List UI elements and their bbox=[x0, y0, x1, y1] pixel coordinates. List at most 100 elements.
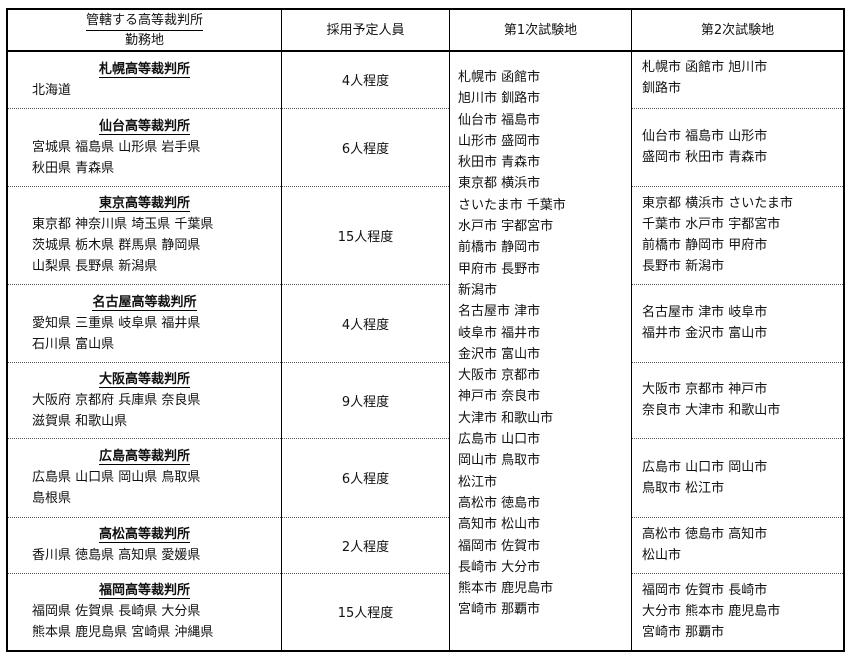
first-exam-site-line: 神戸市 奈良市 bbox=[458, 389, 541, 405]
second-exam-site-line: 前橋市 静岡市 甲府市 bbox=[642, 238, 768, 253]
second-exam-sites-cell: 東京都 横浜市 さいたま市 千葉市 水戸市 宇都宮市 前橋市 静岡市 甲府市 長野市 … bbox=[631, 186, 844, 285]
first-exam-site-line: 岡山市 鳥取市 bbox=[458, 453, 541, 469]
first-exam-site-line: さいたま市 千葉市 bbox=[458, 197, 566, 213]
prefecture-line: 広島県 山口県 岡山県 鳥取県 bbox=[32, 470, 201, 485]
second-exam-sites-cell: 福岡市 佐賀市 長崎市 大分市 熊本市 鹿児島市 宮崎市 那覇市 bbox=[632, 573, 845, 651]
first-exam-site-line: 大阪市 京都市 bbox=[458, 368, 541, 384]
court-cell: 高松高等裁判所香川県 徳島県 高知県 愛媛県 bbox=[7, 517, 282, 574]
court-row: 名古屋高等裁判所 愛知県 三重県 岐阜県 福井県 石川県 富山県 4人程度 名古屋市 津… bbox=[7, 284, 844, 363]
court-row: 広島高等裁判所 広島県 山口県 岡山県 鳥取県 島根県 6人程度 広島市 山口市 岡山市… bbox=[7, 438, 844, 518]
prefecture-line: 山梨県 長野県 新潟県 bbox=[32, 259, 158, 274]
court-name: 広島高等裁判所 bbox=[98, 449, 190, 465]
second-exam-site-line: 福井市 金沢市 富山市 bbox=[642, 326, 768, 341]
second-exam-site-line: 奈良市 大津市 和歌山市 bbox=[642, 403, 781, 418]
court-name: 福岡高等裁判所 bbox=[98, 583, 190, 600]
prefecture-line: 愛知県 三重県 岐阜県 福井県 bbox=[32, 315, 201, 331]
work-locations: 宮城県 福島県 山形県 岩手県 秋田県 青森県 bbox=[8, 137, 281, 179]
second-exam-site-line: 松山市 bbox=[642, 548, 682, 563]
recruitment-table: 管轄する高等裁判所 勤務地 採用予定人員 第1次試験地 第2次試験地 札幌高等裁… bbox=[6, 8, 845, 652]
recruit-count: 6人程度 bbox=[281, 438, 450, 518]
second-exam-site-line: 大分市 熊本市 鹿児島市 bbox=[642, 604, 781, 620]
recruit-count: 6人程度 bbox=[281, 108, 450, 187]
header-row: 管轄する高等裁判所 勤務地 採用予定人員 第1次試験地 第2次試験地 bbox=[7, 9, 844, 52]
court-name: 高松高等裁判所 bbox=[98, 527, 190, 543]
first-exam-site-line: 東京都 横浜市 bbox=[458, 176, 541, 192]
prefecture-line: 熊本県 鹿児島県 宮崎県 沖縄県 bbox=[32, 625, 214, 641]
prefecture-line: 滋賀県 和歌山県 bbox=[32, 413, 128, 429]
first-exam-site-line: 長崎市 大分市 bbox=[458, 559, 541, 575]
second-exam-site-line: 長野市 新潟市 bbox=[642, 259, 725, 274]
work-locations: 香川県 徳島県 高知県 愛媛県 bbox=[8, 545, 281, 566]
prefecture-line: 香川県 徳島県 高知県 愛媛県 bbox=[32, 548, 201, 563]
recruit-count: 15人程度 bbox=[281, 186, 450, 285]
court-cell: 広島高等裁判所広島県 山口県 岡山県 鳥取県 島根県 bbox=[7, 438, 282, 518]
first-exam-site-line: 札幌市 函館市 bbox=[458, 70, 541, 85]
court-name: 札幌高等裁判所 bbox=[98, 61, 190, 78]
court-cell: 仙台高等裁判所 宮城県 福島県 山形県 岩手県 秋田県 青森県 bbox=[7, 108, 282, 187]
first-exam-site-line: 名古屋市 津市 bbox=[458, 304, 541, 320]
second-exam-site-line: 高松市 徳島市 高知市 bbox=[642, 527, 768, 542]
prefecture-line: 秋田県 青森県 bbox=[32, 160, 115, 176]
first-exam-site-line: 高知市 松山市 bbox=[458, 517, 541, 533]
second-exam-sites-cell: 仙台市 福島市 山形市 盛岡市 秋田市 青森市 bbox=[631, 108, 844, 187]
prefecture-line: 石川県 富山県 bbox=[32, 336, 115, 352]
first-exam-site-line: 秋田市 青森市 bbox=[458, 155, 541, 171]
court-row: 東京高等裁判所 東京都 神奈川県 埼玉県 千葉県 茨城県 栃木県 群馬県 静岡県 山梨… bbox=[7, 186, 844, 285]
second-exam-site-line: 鳥取市 松江市 bbox=[642, 480, 725, 496]
first-exam-site-line: 新潟市 bbox=[458, 282, 498, 298]
first-exam-site-line: 旭川市 釧路市 bbox=[458, 91, 541, 107]
prefecture-line: 茨城県 栃木県 群馬県 静岡県 bbox=[32, 238, 201, 253]
court-cell: 名古屋高等裁判所愛知県 三重県 岐阜県 福井県 石川県 富山県 bbox=[7, 284, 282, 363]
work-locations: 大阪府 京都府 兵庫県 奈良県 滋賀県 和歌山県 bbox=[8, 390, 281, 432]
second-exam-site-line: 名古屋市 津市 岐阜市 bbox=[642, 305, 768, 320]
court-cell: 東京高等裁判所 東京都 神奈川県 埼玉県 千葉県 茨城県 栃木県 群馬県 静岡県 山梨… bbox=[7, 186, 282, 285]
work-locations: 愛知県 三重県 岐阜県 福井県 石川県 富山県 bbox=[8, 313, 281, 355]
prefecture-line: 島根県 bbox=[32, 491, 72, 506]
second-exam-sites-cell: 札幌市 函館市 旭川市 釧路市 bbox=[631, 51, 844, 109]
work-locations: 北海道 bbox=[8, 80, 281, 101]
second-exam-site-line: 福岡市 佐賀市 長崎市 bbox=[642, 583, 768, 599]
work-locations: 福岡県 佐賀県 長崎県 大分県 熊本県 鹿児島県 宮崎県 沖縄県 bbox=[8, 601, 281, 643]
court-cell: 札幌高等裁判所北海道 bbox=[7, 51, 282, 109]
court-cell: 大阪高等裁判所大阪府 京都府 兵庫県 奈良県 滋賀県 和歌山県 bbox=[7, 362, 282, 439]
court-row: 大阪高等裁判所 大阪府 京都府 兵庫県 奈良県 滋賀県 和歌山県 9人程度 大阪市 京都… bbox=[7, 362, 844, 439]
first-exam-site-line: 水戸市 宇都宮市 bbox=[458, 219, 554, 235]
header-court: 管轄する高等裁判所 勤務地 bbox=[7, 9, 282, 52]
first-exam-site-line: 高松市 徳島市 bbox=[458, 495, 541, 511]
first-exam-site-line: 山形市 盛岡市 bbox=[458, 133, 541, 149]
prefecture-line: 福岡県 佐賀県 長崎県 大分県 bbox=[32, 604, 201, 620]
second-exam-sites-cell: 高松市 徳島市 高知市 松山市 bbox=[631, 517, 844, 574]
first-exam-site-line: 金沢市 富山市 bbox=[458, 346, 541, 362]
court-cell: 福岡高等裁判所 福岡県 佐賀県 長崎県 大分県 熊本県 鹿児島県 宮崎県 沖縄県 bbox=[7, 573, 282, 651]
court-name: 名古屋高等裁判所 bbox=[92, 294, 197, 311]
court-row: 札幌高等裁判所 北海道 4人程度 札幌市 函館市 旭川市 釧路市 仙台市 福島市 山形市 盛… bbox=[7, 51, 844, 651]
recruit-count: 15人程度 bbox=[281, 573, 450, 651]
header-first-exam: 第1次試験地 bbox=[449, 9, 632, 52]
work-locations: 広島県 山口県 岡山県 鳥取県 島根県 bbox=[8, 467, 281, 509]
second-exam-site-line: 宮崎市 那覇市 bbox=[642, 625, 725, 641]
prefecture-line: 北海道 bbox=[32, 82, 72, 98]
second-exam-site-line: 盛岡市 秋田市 青森市 bbox=[642, 150, 768, 165]
prefecture-line: 大阪府 京都府 兵庫県 奈良県 bbox=[32, 392, 201, 408]
first-exam-site-line: 広島市 山口市 bbox=[458, 432, 541, 448]
first-exam-sites-cell: 札幌市 函館市 旭川市 釧路市 仙台市 福島市 山形市 盛岡市 秋田市 青森市 東京都 横… bbox=[449, 51, 632, 651]
first-exam-site-line: 熊本市 鹿児島市 bbox=[458, 581, 554, 597]
recruit-count: 4人程度 bbox=[281, 51, 450, 109]
prefecture-line: 宮城県 福島県 山形県 岩手県 bbox=[32, 139, 201, 155]
first-exam-site-line: 福岡市 佐賀市 bbox=[458, 538, 541, 554]
court-row: 仙台高等裁判所 宮城県 福島県 山形県 岩手県 秋田県 青森県 6人程度 仙台市 福島市… bbox=[7, 108, 844, 187]
second-exam-site-line: 東京都 横浜市 さいたま市 bbox=[642, 196, 793, 211]
work-locations: 東京都 神奈川県 埼玉県 千葉県 茨城県 栃木県 群馬県 静岡県 山梨県 長野県 新… bbox=[8, 214, 281, 277]
first-exam-site-line: 大津市 和歌山市 bbox=[458, 410, 554, 426]
first-exam-site-line: 宮崎市 那覇市 bbox=[458, 602, 541, 618]
recruit-count: 2人程度 bbox=[281, 517, 450, 574]
prefecture-line: 東京都 神奈川県 埼玉県 千葉県 bbox=[32, 217, 214, 232]
second-exam-site-line: 大阪市 京都市 神戸市 bbox=[642, 382, 768, 397]
first-exam-site-line: 仙台市 福島市 bbox=[458, 112, 541, 128]
recruit-count: 9人程度 bbox=[281, 362, 450, 439]
second-exam-site-line: 千葉市 水戸市 宇都宮市 bbox=[642, 217, 781, 232]
first-exam-site-line: 松江市 bbox=[458, 474, 498, 490]
header-count: 採用予定人員 bbox=[281, 9, 450, 52]
second-exam-sites-cell: 名古屋市 津市 岐阜市 福井市 金沢市 富山市 bbox=[631, 284, 844, 363]
court-name: 大阪高等裁判所 bbox=[98, 371, 190, 388]
